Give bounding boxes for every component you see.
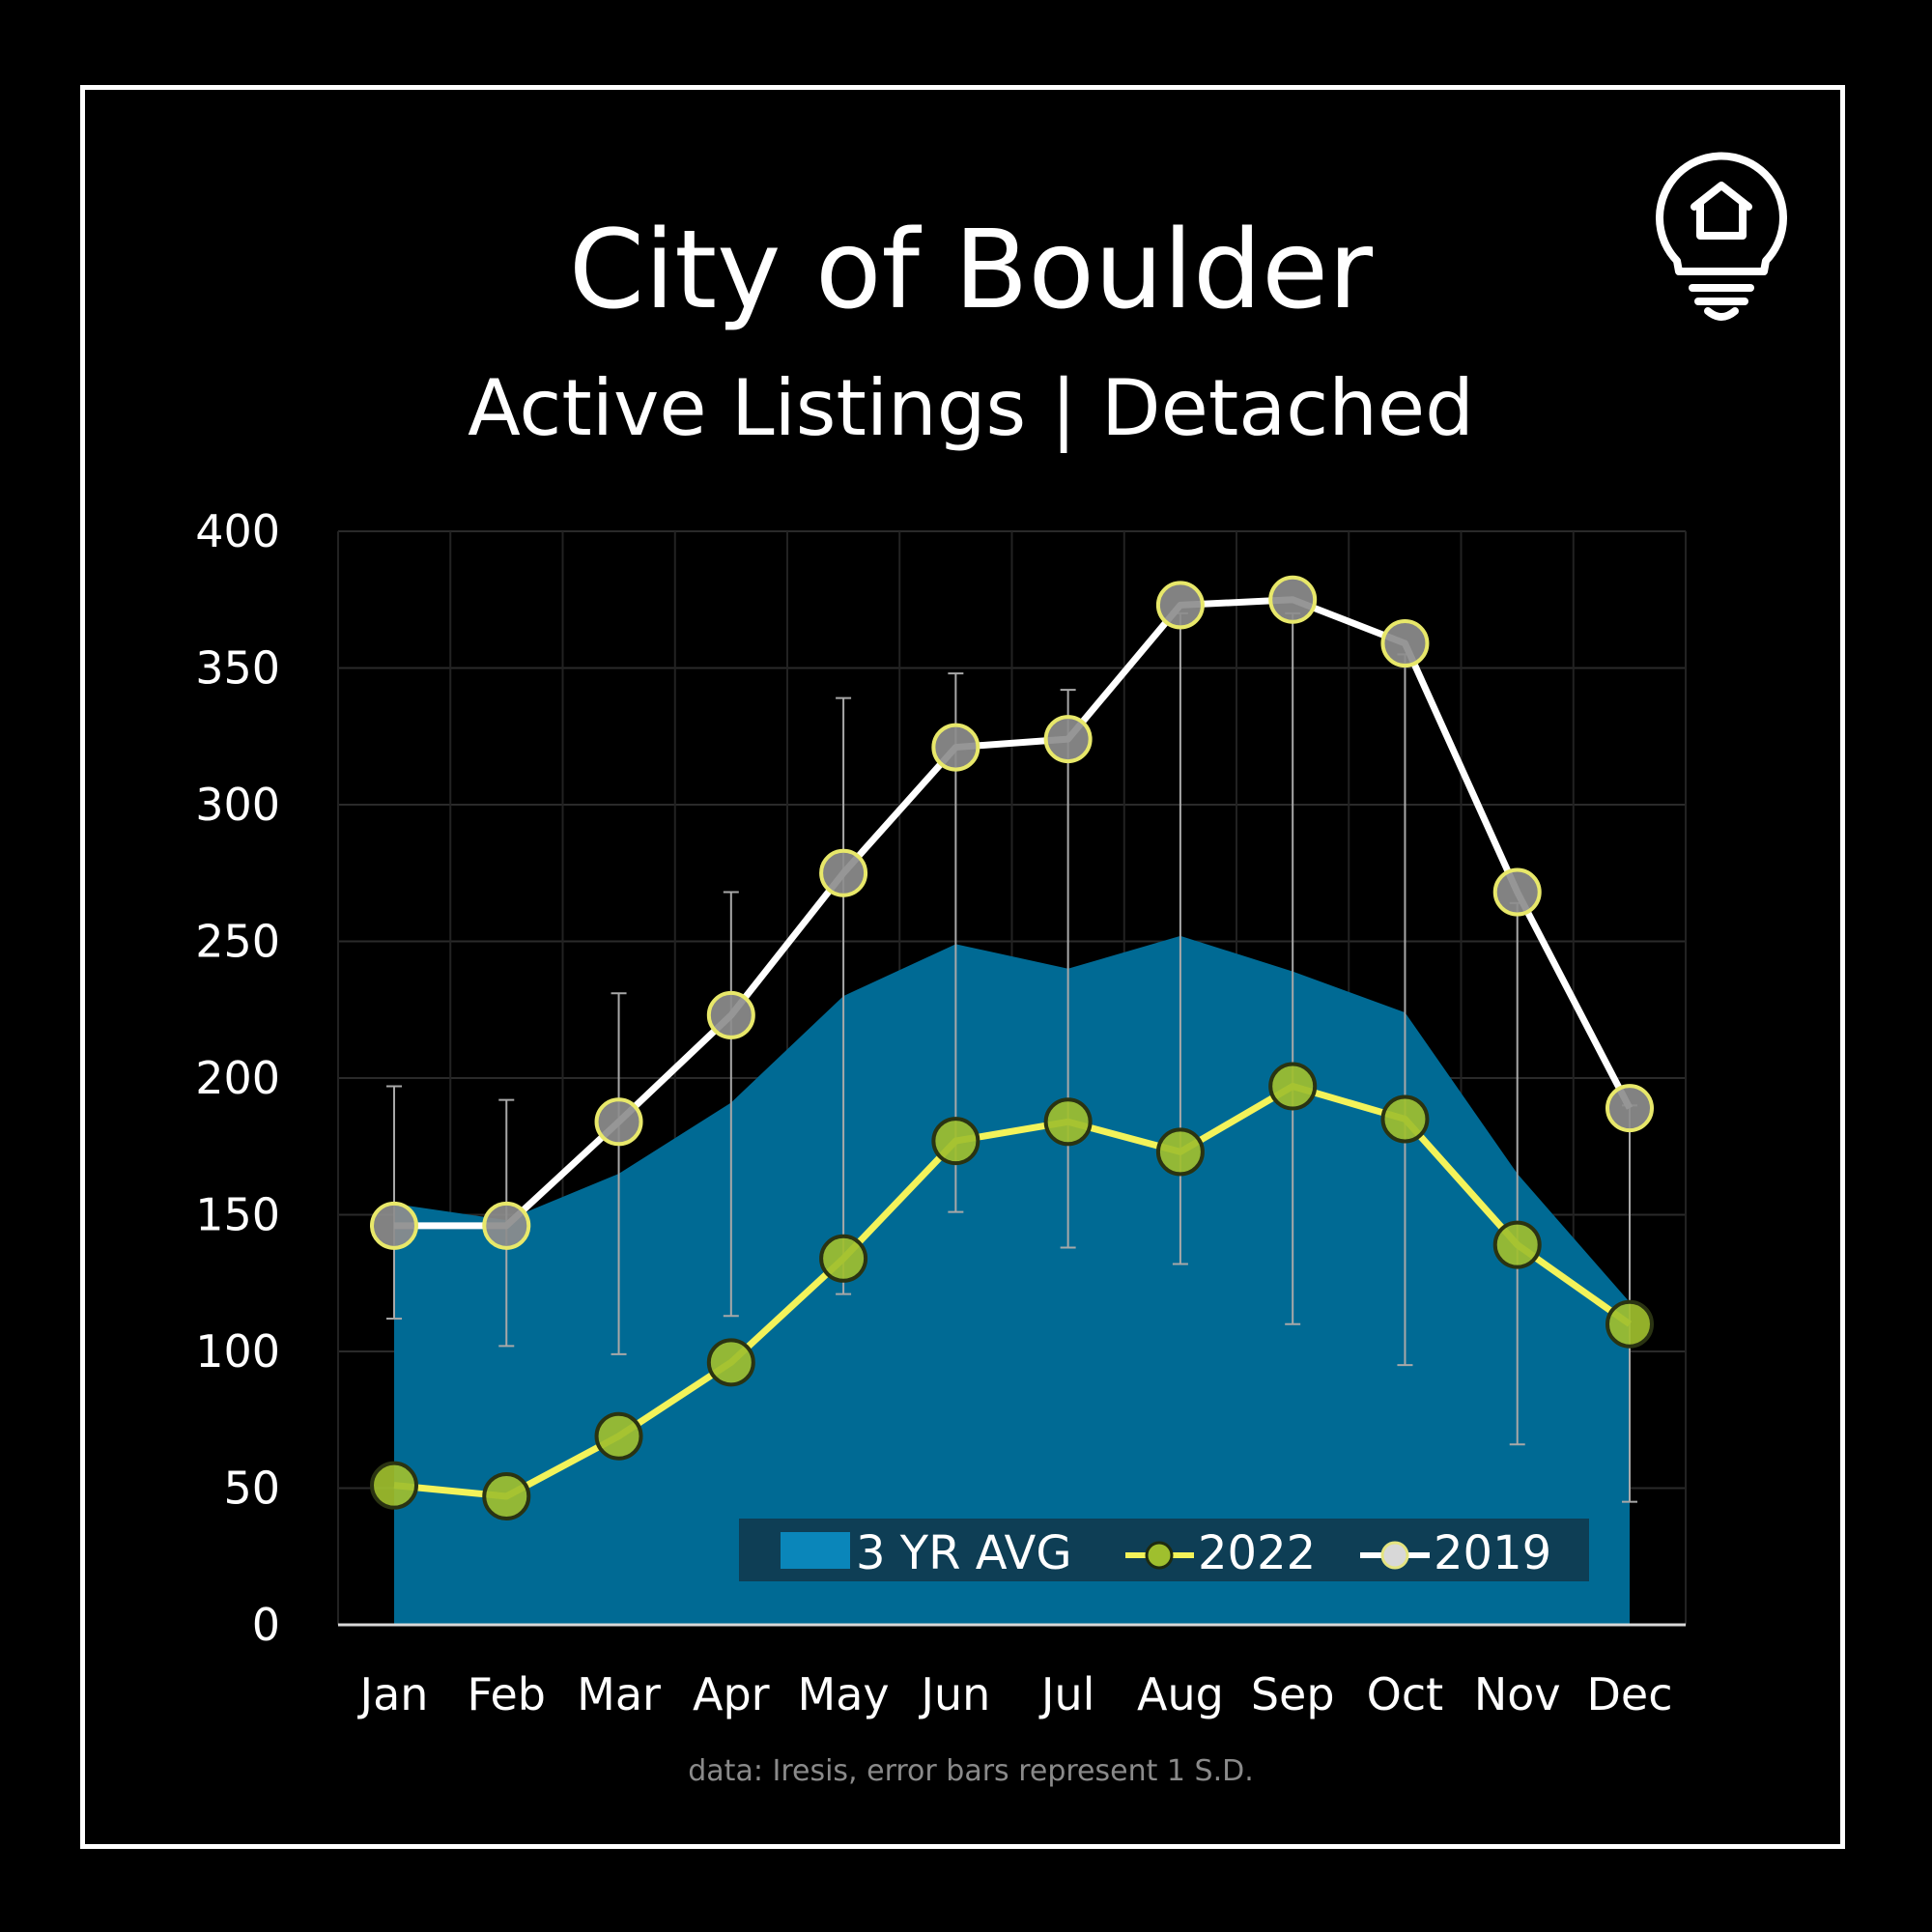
legend-swatch-avg [781,1532,850,1569]
line-series [370,575,1654,1520]
series-2022-point [1155,1127,1205,1177]
series-2019-point [1043,715,1093,764]
x-tick-label: Aug [1137,1668,1224,1720]
series-2019-point [370,1201,418,1250]
y-tick-label: 200 [195,1052,280,1104]
series-2019-point [1605,1084,1654,1133]
x-tick-label: Oct [1367,1668,1444,1720]
area-3yr-avg [394,935,1630,1625]
x-tick-label: Feb [468,1668,546,1720]
series-2019-point [1380,619,1430,668]
series-2022-point [482,1471,531,1520]
series-2019-point [1155,581,1205,630]
y-tick-label: 400 [195,505,280,557]
y-tick-label: 350 [195,642,280,695]
series-2022-point [1605,1299,1654,1349]
axes: 0 50 100 150 200 250 300 350 400 Jan Feb Mar Apr May J… [195,505,1686,1720]
x-tick-label: Dec [1586,1668,1672,1720]
legend-label-2022: 2022 [1198,1526,1316,1580]
series-2019-line [394,596,1634,1230]
series-2019-point [819,848,868,897]
x-tick-label: May [798,1668,890,1720]
source-note: data: Iresis, error bars represent 1 S.D… [688,1754,1254,1788]
area-series [394,935,1630,1625]
y-tick-label: 250 [195,916,280,968]
house-lightbulb-icon [1656,152,1787,321]
series-2019-point [931,723,980,772]
chart-title: City of Boulder [569,208,1374,333]
y-tick-label: 0 [252,1599,280,1651]
series-2022-point [370,1461,418,1510]
chart-subtitle: Active Listings | Detached [468,363,1474,454]
x-tick-label: Nov [1474,1668,1561,1720]
legend: 3 YR AVG 2022 2019 [739,1519,1589,1581]
series-2022-point [1268,1062,1318,1111]
x-tick-label: Mar [577,1668,661,1720]
x-tick-label: Apr [693,1668,770,1720]
y-tick-label: 100 [195,1325,280,1378]
x-tick-label: Sep [1251,1668,1335,1720]
series-2022-point [1380,1094,1430,1144]
legend-marker-2022 [1145,1541,1174,1570]
y-tick-label: 150 [195,1189,280,1241]
x-tick-label: Jul [1038,1668,1095,1720]
series-2022-point [931,1117,980,1166]
series-2019-point [706,990,755,1039]
y-tick-label: 50 [223,1463,280,1515]
chart-frame [80,85,1845,1849]
series-2022-point [1043,1097,1093,1147]
series-2019-point [594,1097,643,1147]
series-2019-point [1492,867,1542,917]
series-2019-point [482,1201,531,1250]
series-2022-point [594,1411,643,1461]
x-tick-label: Jan [357,1668,429,1720]
legend-label-avg: 3 YR AVG [856,1526,1072,1580]
legend-label-2019: 2019 [1434,1526,1551,1580]
series-2022-point [1492,1220,1542,1269]
x-tick-label: Jun [918,1668,990,1720]
y-tick-label: 300 [195,779,280,831]
series-2022-point [819,1234,868,1283]
series-2022-point [706,1338,755,1387]
legend-marker-2019 [1380,1541,1409,1570]
series-2019-point [1268,575,1318,624]
